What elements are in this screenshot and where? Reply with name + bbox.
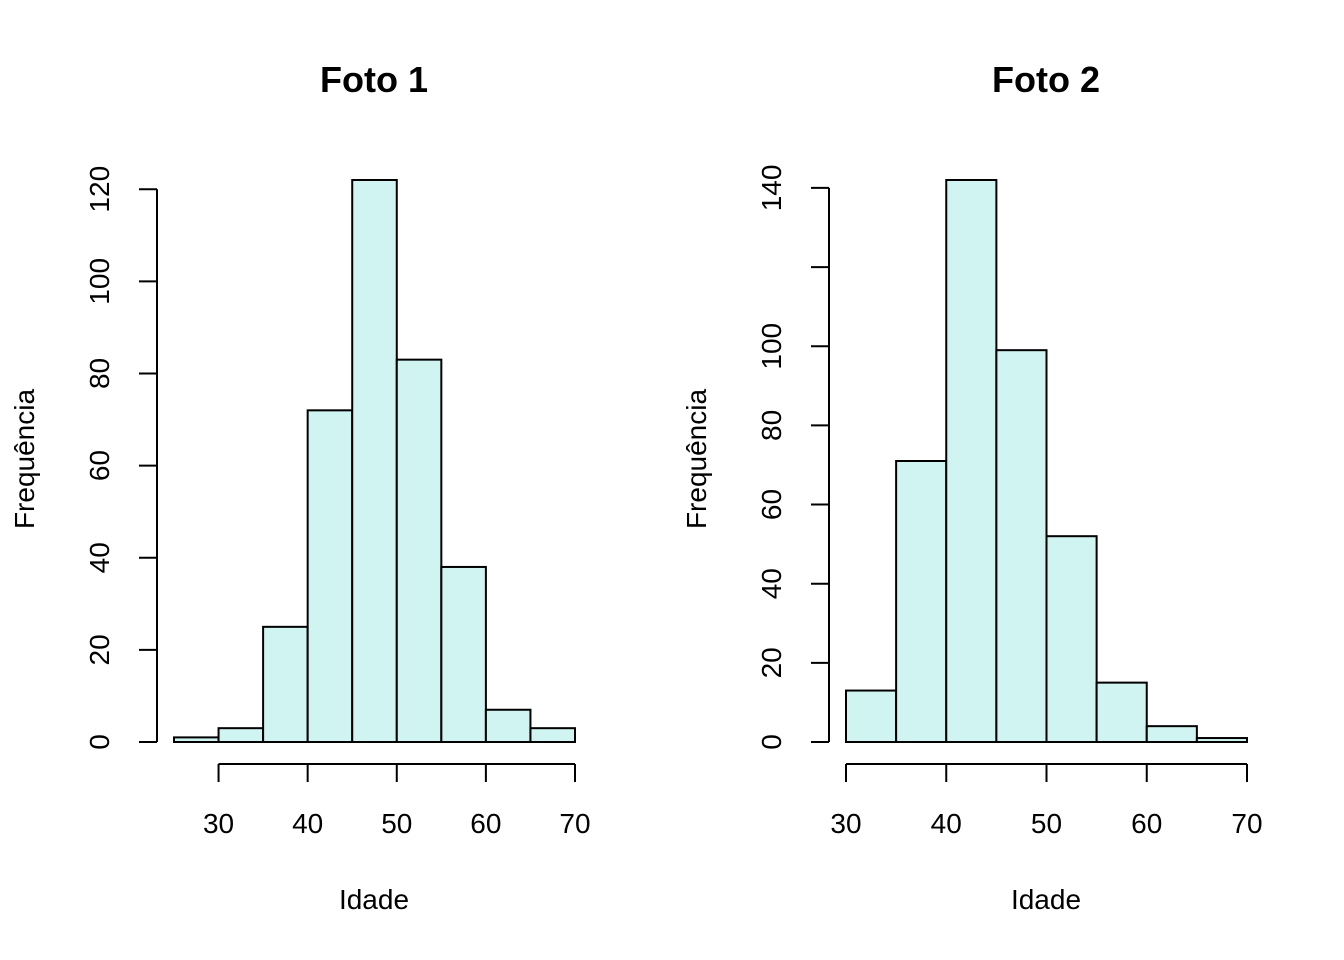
x-tick-label: 60 [470, 808, 501, 839]
histogram-bar [1145, 725, 1198, 743]
x-axis: 30 40 50 60 70 [830, 763, 1263, 839]
y-tick-label: 60 [756, 489, 787, 520]
x-tick-label: 50 [1031, 808, 1062, 839]
x-tick-label: 60 [1131, 808, 1162, 839]
x-tick-label: 30 [830, 808, 861, 839]
histogram-bar [1095, 681, 1148, 743]
histogram-bar [484, 708, 532, 743]
histogram-bar [173, 736, 220, 743]
histogram-panel-foto-2: Foto 2 Idade Frequência 020406080100140 … [681, 59, 1263, 915]
bar-group [845, 179, 1248, 744]
histogram-bar [1195, 737, 1248, 743]
histogram-bar [306, 409, 354, 743]
histogram-bar [945, 179, 998, 743]
bar-group [173, 179, 577, 743]
y-axis-label: Frequência [681, 389, 712, 530]
y-tick-label: 80 [756, 410, 787, 441]
y-axis: 0 20 40 60 80 100 120 [84, 166, 158, 750]
y-tick-label: 100 [84, 258, 115, 305]
y-tick-label: 0 [84, 734, 115, 750]
histogram-bar [845, 689, 898, 744]
chart-title: Foto 2 [992, 59, 1100, 100]
y-tick-label: 40 [756, 568, 787, 599]
y-tick-label: 60 [84, 450, 115, 481]
y-tick-label: 20 [84, 634, 115, 665]
x-axis: 30 40 50 60 70 [203, 763, 591, 839]
histogram-bar [440, 565, 487, 743]
x-tick-label: 30 [203, 808, 234, 839]
x-axis-label: Idade [1011, 884, 1081, 915]
y-tick-label: 0 [756, 734, 787, 750]
x-tick-label: 50 [381, 808, 412, 839]
x-axis-label: Idade [339, 884, 409, 915]
y-tick-label: 40 [84, 542, 115, 573]
y-tick-label: 120 [84, 166, 115, 213]
y-axis: 0 20 40 60 80 100 140 [756, 165, 830, 750]
chart-title: Foto 1 [320, 59, 428, 100]
y-tick-label: 80 [84, 358, 115, 389]
x-tick-label: 40 [931, 808, 962, 839]
y-tick-label: 140 [756, 165, 787, 212]
histogram-bar [1045, 535, 1098, 744]
histogram-bar [395, 358, 443, 743]
x-tick-label: 70 [559, 808, 590, 839]
x-tick-label: 70 [1231, 808, 1262, 839]
histogram-bar [217, 727, 265, 743]
histogram-bar [895, 460, 948, 743]
histogram-bar [529, 727, 577, 743]
y-tick-label: 100 [756, 323, 787, 370]
histogram-bar [262, 625, 309, 743]
histogram-panel-foto-1: Foto 1 Idade Frequência 020406080100120 … [9, 59, 591, 915]
x-tick-label: 40 [292, 808, 323, 839]
y-tick-label: 20 [756, 647, 787, 678]
histogram-bar [351, 179, 398, 743]
histogram-bar [995, 349, 1048, 743]
y-axis-label: Frequência [9, 389, 40, 530]
